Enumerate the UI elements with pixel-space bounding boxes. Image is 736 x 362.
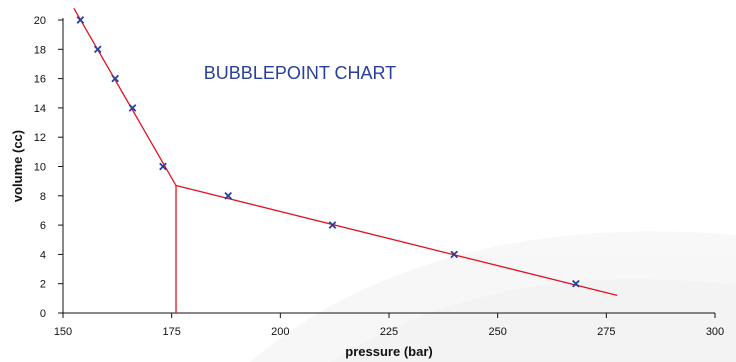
data-point xyxy=(159,162,167,171)
y-tick-label: 4 xyxy=(40,249,46,261)
y-tick-label: 16 xyxy=(34,74,46,86)
x-tick-label: 175 xyxy=(162,326,180,338)
y-tick-label: 20 xyxy=(34,15,46,27)
trend-line-2 xyxy=(175,184,618,297)
x-tick-label: 300 xyxy=(706,326,724,338)
x-tick-label: 250 xyxy=(488,326,506,338)
y-tick-label: 18 xyxy=(34,44,46,56)
plot-area: 0 2 4 6 8 10 12 14 16 18 20 150 175 200 225 250 275 300 xyxy=(34,7,724,338)
background-swoosh xyxy=(250,231,736,362)
y-tick-label: 2 xyxy=(40,279,46,291)
y-tick-label: 12 xyxy=(34,132,46,144)
chart-title: BUBBLEPOINT CHART xyxy=(204,63,396,83)
x-tick-label: 150 xyxy=(54,326,72,338)
y-tick-label: 0 xyxy=(40,308,46,320)
data-point xyxy=(450,250,459,259)
y-tick-label: 6 xyxy=(40,220,46,232)
data-point xyxy=(93,45,102,54)
y-tick-label: 14 xyxy=(34,103,46,115)
x-tick-label: 275 xyxy=(597,326,615,338)
y-axis-title: volume (cc) xyxy=(10,130,25,202)
data-point xyxy=(224,191,233,200)
data-point xyxy=(76,16,85,24)
x-axis-title: pressure (bar) xyxy=(345,344,432,359)
x-tick-label: 200 xyxy=(271,326,289,338)
data-point xyxy=(111,74,119,83)
x-tick-label: 225 xyxy=(380,326,398,338)
data-point xyxy=(328,221,337,229)
trend-line-1 xyxy=(73,7,177,186)
data-point xyxy=(128,104,137,112)
y-tick-label: 8 xyxy=(40,191,46,203)
y-tick-label: 10 xyxy=(34,162,46,174)
data-point xyxy=(572,279,580,288)
